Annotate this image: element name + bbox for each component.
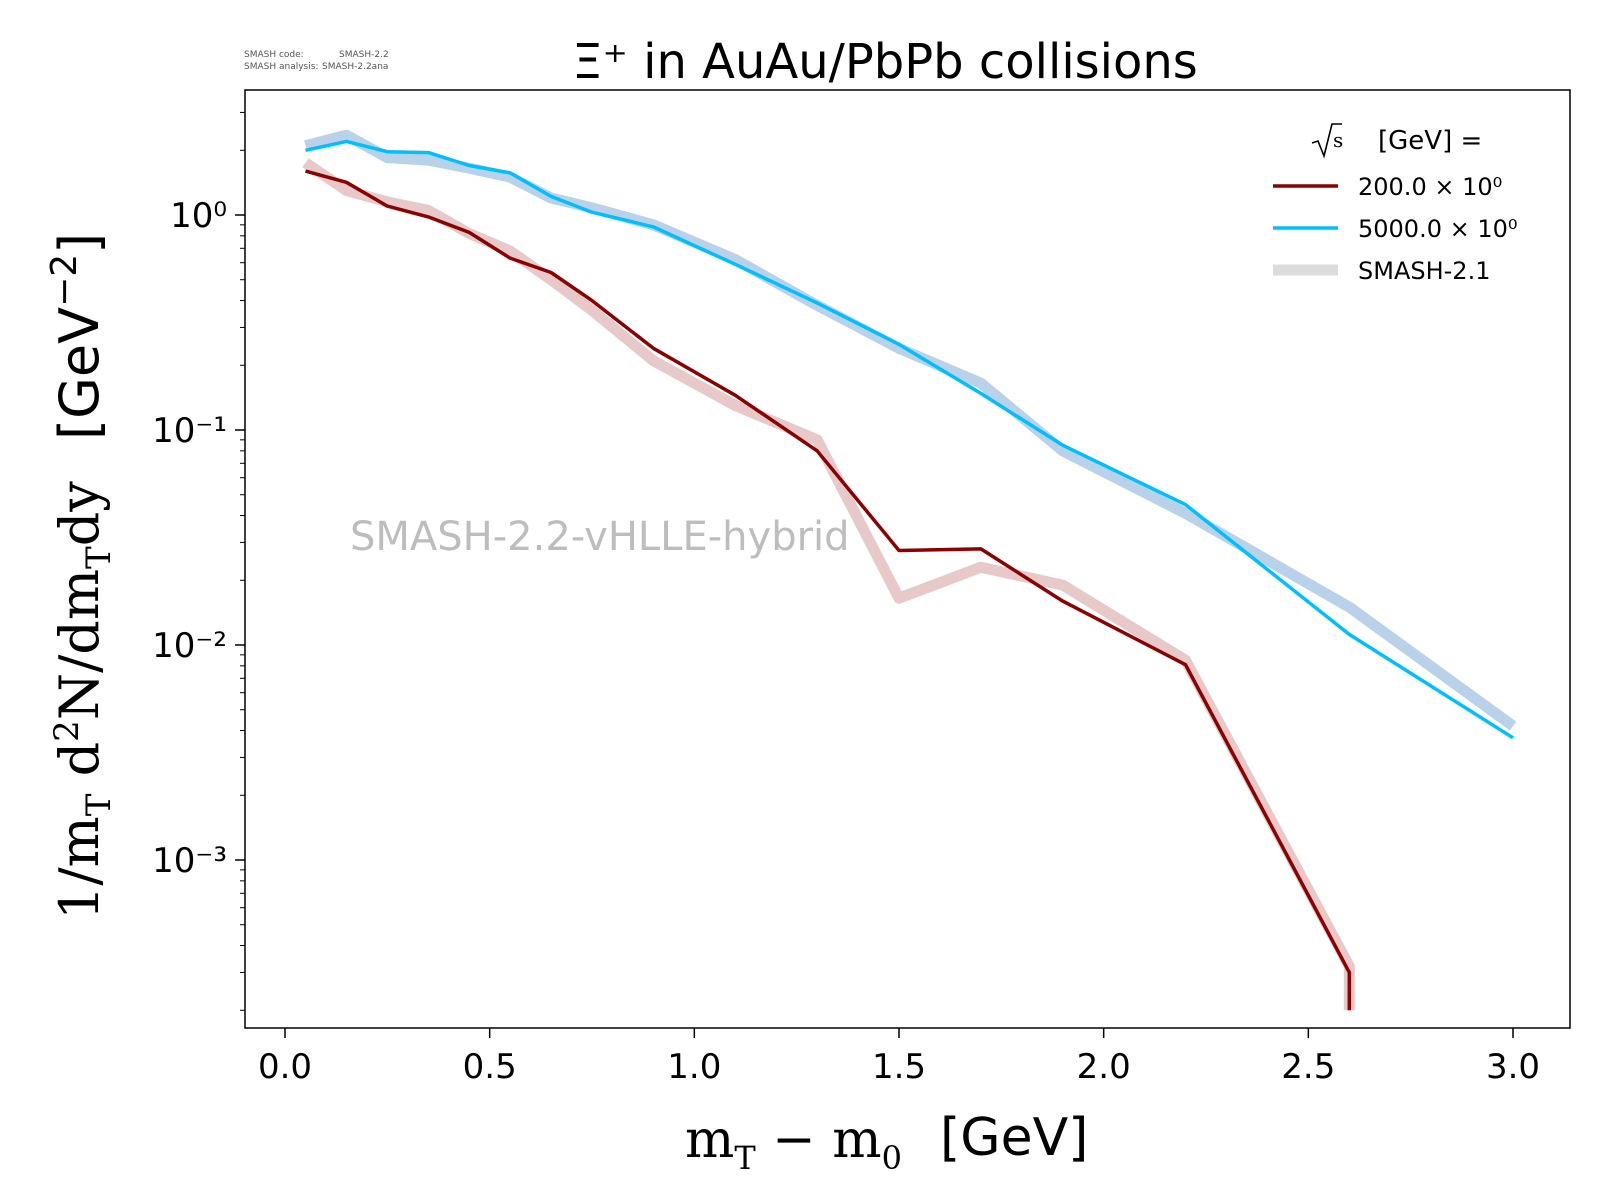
meta-analysis-value: SMASH-2.2ana [322, 62, 388, 72]
x-tick-label: 1.5 [872, 1047, 926, 1087]
y-tick-label: 10⁰ [170, 196, 227, 236]
meta-code-label: SMASH code: [244, 50, 304, 60]
legend-title-s: s [1333, 128, 1343, 152]
y-tick-label: 10⁻¹ [152, 411, 227, 451]
y-axis-label-unit: [GeV−2] [44, 233, 111, 440]
meta-analysis-label: SMASH analysis: [244, 62, 318, 72]
x-tick-label: 2.0 [1077, 1047, 1131, 1087]
y-axis-label: 1/mT d2N/dmTdy [GeV−2] [44, 233, 119, 920]
x-tick-label: 0.5 [463, 1047, 517, 1087]
plot-frame [244, 89, 1571, 1029]
reference-series-line-0 [302, 158, 1355, 1011]
series-layer [305, 139, 1514, 1011]
legend-title: s [GeV] = [1311, 123, 1482, 159]
y-axis-label-math: 1/mT d2N/dmTdy [47, 481, 119, 920]
x-axis-ticks: 0.0 0.5 1.0 1.5 2.0 2.5 3.0 [258, 1028, 1540, 1087]
chart-title: Ξ⁺ in AuAu/PbPb collisions [572, 34, 1198, 90]
x-tick-label: 3.0 [1486, 1047, 1540, 1087]
x-tick-label: 1.0 [667, 1047, 721, 1087]
reference-series-layer [302, 129, 1517, 1011]
y-tick-label: 10⁻³ [152, 841, 227, 881]
reference-series-line-1 [304, 129, 1517, 731]
x-axis-label: mT − m0 [GeV] [685, 1108, 1088, 1177]
legend-title-text: [GeV] = [1378, 126, 1482, 156]
sqrt-icon [1311, 123, 1342, 159]
legend-label-smash21: SMASH-2.1 [1358, 257, 1490, 285]
x-axis-label-math: mT − m0 [685, 1110, 902, 1177]
x-tick-label: 2.5 [1281, 1047, 1335, 1087]
legend-label-5000: 5000.0 × 10⁰ [1358, 215, 1518, 243]
y-tick-label: 10⁻² [152, 626, 227, 666]
series-line-2 [305, 169, 1352, 1011]
legend: s [GeV] = 200.0 × 10⁰ 5000.0 × 10⁰ SMASH… [1273, 123, 1518, 285]
y-axis-ticks: 10⁰ 10⁻¹ 10⁻² 10⁻³ [152, 111, 245, 1011]
series-line-3 [305, 139, 1514, 740]
watermark-text: SMASH-2.2-vHLLE-hybrid [350, 514, 850, 560]
x-tick-label: 0.0 [258, 1047, 312, 1087]
x-axis-label-unit: [GeV] [940, 1108, 1088, 1168]
meta-code-value: SMASH-2.2 [339, 50, 389, 60]
legend-label-200: 200.0 × 10⁰ [1358, 173, 1502, 201]
